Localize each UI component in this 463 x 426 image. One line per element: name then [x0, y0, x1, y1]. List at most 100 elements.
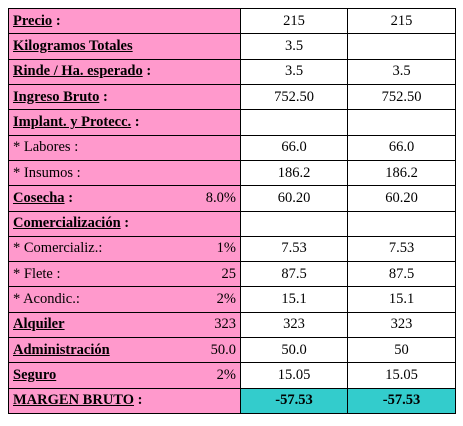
row-label-cell[interactable]: Precio :: [8, 7, 185, 35]
rate-cell[interactable]: [184, 33, 241, 60]
row-label-suffix: :: [99, 88, 108, 105]
value-cell-col1[interactable]: 7.53: [240, 235, 348, 263]
row-label-suffix: :: [120, 215, 130, 232]
rate-cell[interactable]: [184, 159, 241, 187]
row-label-suffix: :: [64, 189, 74, 206]
row-label: * Labores :: [13, 139, 79, 156]
row-label: * Insumos :: [13, 164, 81, 181]
value-cell-col1[interactable]: -57.53: [240, 387, 348, 415]
value-cell-col1[interactable]: 66.0: [240, 134, 348, 161]
table-row: Alquiler 323 323 323: [8, 311, 456, 339]
row-label: * Acondic.:: [13, 291, 80, 308]
table-row: Implant. y Protecc. :: [8, 109, 456, 136]
value-cell-col1[interactable]: 87.5: [240, 261, 348, 288]
value-cell-col1[interactable]: 3.5: [240, 58, 348, 85]
rate-cell[interactable]: [184, 83, 241, 111]
row-label-cell[interactable]: Implant. y Protecc. :: [8, 109, 185, 136]
row-label-cell[interactable]: * Acondic.:: [8, 286, 185, 313]
row-label: Comercialización: [13, 215, 121, 232]
value-cell-col2[interactable]: [347, 210, 456, 237]
row-label: Seguro: [13, 367, 57, 384]
rate-cell[interactable]: 25: [184, 261, 241, 288]
rate-cell[interactable]: 2%: [184, 362, 241, 389]
rate-cell[interactable]: [184, 58, 241, 85]
spreadsheet-table: Precio :215 215 Kilogramos Totales 3.5 Rinde…: [8, 7, 456, 415]
rate-cell[interactable]: 8.0%: [184, 185, 241, 212]
row-label-suffix: :: [131, 113, 140, 130]
table-row: * Acondic.: 2% 15.1 15.1: [8, 286, 456, 313]
table-row: Seguro 2% 15.05 15.05: [8, 362, 456, 389]
row-label: * Flete :: [13, 265, 61, 282]
row-label-suffix: :: [142, 63, 152, 80]
rate-cell[interactable]: 323: [184, 311, 241, 339]
value-cell-col1[interactable]: 323: [240, 311, 348, 339]
value-cell-col1[interactable]: 186.2: [240, 159, 348, 187]
table-row: Rinde / Ha. esperado : 3.5 3.5: [8, 58, 456, 85]
table-row: * Comercializ.: 1% 7.53 7.53: [8, 235, 456, 263]
rate-cell[interactable]: [184, 109, 241, 136]
value-cell-col2[interactable]: 7.53: [347, 235, 456, 263]
table-row: Administración 50.0 50.0 50: [8, 337, 456, 364]
row-label: Kilogramos Totales: [13, 37, 133, 54]
row-label-cell[interactable]: * Flete :: [8, 261, 185, 288]
rate-cell[interactable]: [184, 134, 241, 161]
table-row: * Flete :25 87.5 87.5: [8, 261, 456, 288]
row-label: Administración: [13, 341, 110, 358]
value-cell-col1[interactable]: 60.20: [240, 185, 348, 212]
value-cell-col2[interactable]: [347, 109, 456, 136]
value-cell-col2[interactable]: 50: [347, 337, 456, 364]
row-label-cell[interactable]: * Labores :: [8, 134, 185, 161]
value-cell-col1[interactable]: [240, 109, 348, 136]
value-cell-col1[interactable]: 50.0: [240, 337, 348, 364]
row-label-cell[interactable]: Rinde / Ha. esperado :: [8, 58, 185, 85]
row-label-suffix: :: [133, 392, 143, 409]
row-label-cell[interactable]: Cosecha :: [8, 185, 185, 212]
value-cell-col2[interactable]: 752.50: [347, 83, 456, 111]
value-cell-col1[interactable]: 3.5: [240, 33, 348, 60]
value-cell-col2[interactable]: 323: [347, 311, 456, 339]
rate-cell[interactable]: [184, 387, 241, 415]
row-label-cell[interactable]: Administración: [8, 337, 185, 364]
value-cell-col2[interactable]: 186.2: [347, 159, 456, 187]
row-label-cell[interactable]: * Comercializ.:: [8, 235, 185, 263]
rate-cell[interactable]: 50.0: [184, 337, 241, 364]
value-cell-col2[interactable]: 66.0: [347, 134, 456, 161]
row-label: Alquiler: [13, 316, 65, 333]
value-cell-col2[interactable]: -57.53: [347, 387, 456, 415]
value-cell-col2[interactable]: 215: [347, 7, 456, 35]
row-label: Ingreso Bruto: [13, 88, 100, 105]
value-cell-col1[interactable]: 752.50: [240, 83, 348, 111]
value-cell-col2[interactable]: [347, 33, 456, 60]
rate-cell[interactable]: [184, 210, 241, 237]
table-row: * Insumos : 186.2 186.2: [8, 159, 456, 187]
row-label: Rinde / Ha. esperado: [13, 63, 143, 80]
row-label: Precio: [13, 12, 53, 29]
value-cell-col2[interactable]: 15.1: [347, 286, 456, 313]
value-cell-col2[interactable]: 3.5: [347, 58, 456, 85]
row-label-cell[interactable]: Ingreso Bruto :: [8, 83, 185, 111]
row-label-cell[interactable]: Seguro: [8, 362, 185, 389]
value-cell-col2[interactable]: 60.20: [347, 185, 456, 212]
row-label: Implant. y Protecc.: [13, 113, 132, 130]
row-label: * Comercializ.:: [13, 240, 103, 257]
rate-cell[interactable]: [184, 7, 241, 35]
row-label-cell[interactable]: * Insumos :: [8, 159, 185, 187]
table-row: Ingreso Bruto : 752.50 752.50: [8, 83, 456, 111]
value-cell-col1[interactable]: 15.1: [240, 286, 348, 313]
row-label-cell[interactable]: MARGEN BRUTO :: [8, 387, 185, 415]
rate-cell[interactable]: 1%: [184, 235, 241, 263]
row-label-cell[interactable]: Alquiler: [8, 311, 185, 339]
row-label: Cosecha: [13, 189, 65, 206]
value-cell-col2[interactable]: 15.05: [347, 362, 456, 389]
row-label-cell[interactable]: Comercialización :: [8, 210, 185, 237]
value-cell-col1[interactable]: [240, 210, 348, 237]
rate-cell[interactable]: 2%: [184, 286, 241, 313]
table-row: Cosecha :8.0% 60.20 60.20: [8, 185, 456, 212]
value-cell-col1[interactable]: 215: [240, 7, 348, 35]
value-cell-col1[interactable]: 15.05: [240, 362, 348, 389]
row-label-cell[interactable]: Kilogramos Totales: [8, 33, 185, 60]
table-row: MARGEN BRUTO : -57.53 -57.53: [8, 387, 456, 415]
row-label: MARGEN BRUTO: [13, 392, 134, 409]
value-cell-col2[interactable]: 87.5: [347, 261, 456, 288]
row-label-suffix: :: [52, 12, 61, 29]
